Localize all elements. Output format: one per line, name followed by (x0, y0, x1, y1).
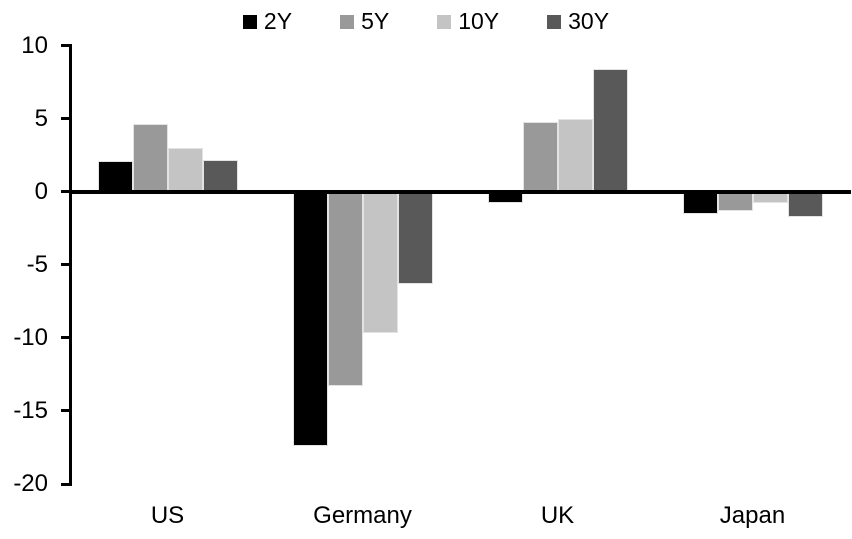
bar-us-30y (202, 159, 238, 192)
y-axis-line (69, 44, 72, 486)
bar-germany-5y (327, 191, 363, 387)
x-axis-label-us: US (150, 502, 185, 529)
legend-label: 30Y (568, 8, 610, 34)
legend-swatch-icon (547, 14, 562, 29)
y-axis-tick (61, 117, 70, 121)
legend-label: 2Y (263, 8, 293, 34)
x-axis-label-germany: Germany (313, 502, 412, 529)
bar-germany-30y (397, 191, 433, 284)
bar-uk-5y (522, 121, 558, 192)
y-axis-tick-label: -15 (13, 396, 48, 424)
x-axis-label-japan: Japan (719, 502, 786, 529)
bar-uk-10y (557, 118, 593, 192)
y-axis-tick (61, 44, 70, 47)
y-axis-tick-label: 10 (21, 31, 48, 59)
legend-swatch-icon (242, 14, 257, 29)
y-axis-tick (61, 482, 70, 486)
y-axis-tick (61, 409, 70, 413)
bar-japan-30y (787, 191, 823, 217)
y-axis-tick (61, 263, 70, 267)
x-axis-label-uk: UK (540, 502, 575, 529)
bar-germany-2y (292, 191, 328, 446)
legend-item-5y: 5Y (340, 10, 389, 33)
legend-label: 10Y (458, 8, 500, 34)
bar-germany-10y (362, 191, 398, 334)
bar-us-10y (167, 147, 203, 192)
chart-legend: 2Y 5Y 10Y 30Y (0, 10, 852, 33)
y-axis-tick (61, 336, 70, 340)
y-axis-tick-label: -5 (26, 250, 48, 278)
y-axis-tick-label: -10 (13, 323, 48, 351)
y-axis-tick-label: -20 (13, 470, 48, 497)
bar-us-5y (132, 124, 168, 192)
zero-axis-line (69, 189, 851, 194)
bar-japan-5y (717, 191, 753, 211)
y-axis-tick (61, 190, 70, 194)
legend-item-2y: 2Y (242, 8, 293, 34)
legend-item-30y: 30Y (547, 10, 609, 33)
legend-swatch-icon (437, 14, 452, 29)
legend-item-10y: 10Y (437, 10, 499, 33)
legend-swatch-icon (340, 14, 355, 29)
bar-japan-2y (682, 191, 718, 214)
y-axis-tick-label: 0 (34, 177, 48, 205)
legend-label: 5Y (361, 8, 390, 34)
bar-uk-30y (592, 68, 628, 192)
y-axis-tick-label: 5 (34, 104, 48, 132)
bar-us-2y (97, 160, 133, 192)
